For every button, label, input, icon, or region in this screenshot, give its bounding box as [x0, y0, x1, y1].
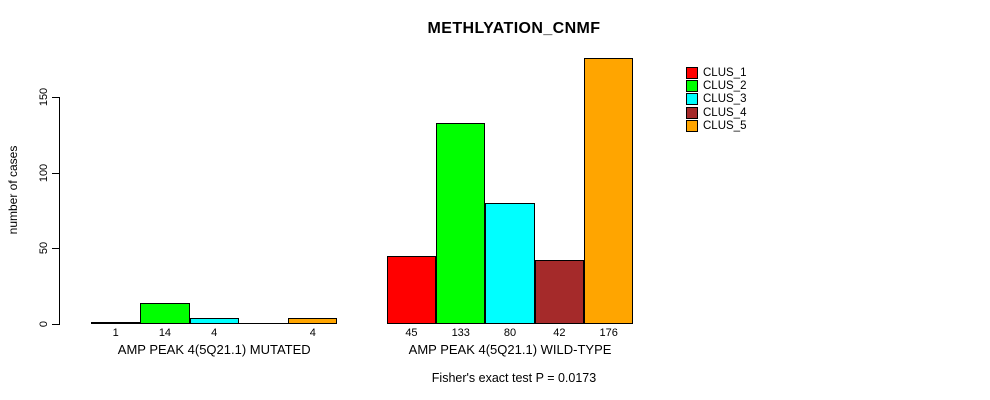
legend-label: CLUS_4 — [703, 106, 747, 119]
bar-value-label: 133 — [451, 327, 470, 339]
group-label: AMP PEAK 4(5Q21.1) WILD-TYPE — [408, 342, 612, 357]
bar-value-label: 45 — [405, 327, 418, 339]
bar-value-label: 42 — [553, 327, 566, 339]
legend-item-clus_5: CLUS_5 — [686, 120, 747, 133]
bar-clus_5-group1 — [288, 317, 338, 324]
legend-swatch-clus_5 — [686, 120, 698, 133]
bar-clus_2-group2 — [436, 122, 486, 324]
bar-clus_3-group1 — [189, 317, 239, 324]
legend-label: CLUS_1 — [703, 66, 747, 79]
legend-swatch-clus_1 — [686, 66, 698, 79]
y-tick-label: 50 — [38, 242, 50, 255]
y-axis-label: number of cases — [6, 145, 20, 235]
bar-clus_3-group2 — [485, 202, 535, 324]
y-axis-tick — [52, 172, 59, 174]
y-tick-label: 100 — [38, 163, 50, 182]
bar-value-label: 80 — [503, 327, 517, 339]
legend-label: CLUS_2 — [703, 79, 747, 92]
bar-clus_1-group2 — [386, 255, 437, 324]
fisher-test-annotation: Fisher's exact test P = 0.0173 — [431, 371, 597, 385]
legend-item-clus_4: CLUS_4 — [686, 106, 747, 119]
legend-item-clus_1: CLUS_1 — [686, 66, 747, 79]
y-axis-tick — [52, 248, 59, 250]
bar-clus_4-group1 — [238, 323, 289, 324]
bar-clus_5-group2 — [584, 57, 634, 324]
y-axis-line — [59, 97, 60, 325]
y-axis-tick — [52, 97, 59, 98]
y-tick-label: 150 — [38, 87, 50, 107]
group-label: AMP PEAK 4(5Q21.1) MUTATED — [117, 342, 311, 357]
legend-item-clus_3: CLUS_3 — [686, 93, 747, 106]
legend-swatch-clus_2 — [686, 79, 698, 92]
legend-label: CLUS_5 — [703, 120, 747, 133]
bar-value-label: 4 — [211, 327, 218, 339]
bar-clus_4-group2 — [534, 260, 584, 324]
bar-value-label: 14 — [158, 327, 172, 339]
bar-clus_1-group1 — [91, 322, 141, 324]
bar-clus_2-group1 — [140, 302, 190, 324]
bar-value-label: 1 — [112, 327, 119, 339]
y-tick-label: 0 — [38, 320, 50, 328]
legend-swatch-clus_3 — [686, 93, 698, 106]
legend-swatch-clus_4 — [686, 106, 698, 119]
legend-label: CLUS_3 — [703, 93, 747, 106]
legend-item-clus_2: CLUS_2 — [686, 79, 747, 92]
bar-value-label: 176 — [599, 327, 618, 339]
y-axis-tick — [52, 324, 59, 325]
bar-value-label: 4 — [309, 327, 316, 339]
chart-title: METHLYATION_CNMF — [427, 20, 601, 37]
